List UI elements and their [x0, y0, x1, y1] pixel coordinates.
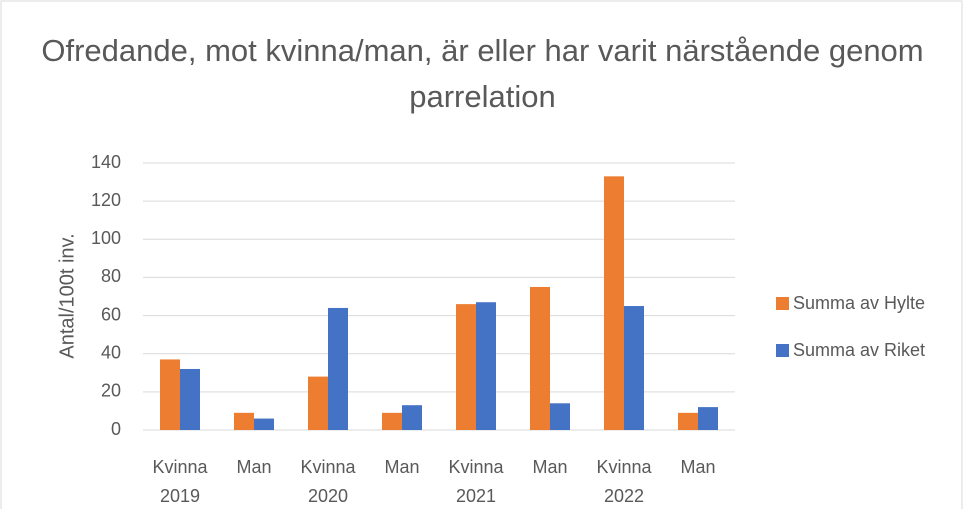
x-tick-label: Kvinna: [300, 457, 356, 477]
bar: [476, 302, 496, 430]
bar: [160, 359, 180, 430]
y-axis-label: Antal/100t inv.: [56, 233, 78, 358]
bar: [624, 306, 644, 430]
y-tick-label: 0: [111, 419, 121, 439]
chart-title: Ofredande, mot kvinna/man, är eller har …: [41, 33, 924, 114]
bar: [382, 412, 402, 430]
x-group-label: 2022: [604, 486, 644, 506]
x-tick-label: Man: [384, 457, 419, 477]
bar: [180, 368, 200, 430]
legend-swatch: [776, 344, 789, 357]
y-tick-label: 120: [91, 190, 121, 210]
bar: [530, 286, 550, 430]
bar: [234, 412, 254, 430]
bar: [402, 405, 422, 430]
legend-label: Summa av Hylte: [793, 293, 925, 313]
y-tick-label: 40: [101, 342, 121, 362]
x-tick-label: Kvinna: [596, 457, 652, 477]
bar: [328, 307, 348, 430]
y-tick-label: 80: [101, 266, 121, 286]
x-group-label: 2021: [456, 486, 496, 506]
x-group-label: 2019: [160, 486, 200, 506]
bar: [698, 407, 718, 430]
x-tick-label: Kvinna: [448, 457, 504, 477]
y-tick-label: 140: [91, 152, 121, 172]
bar: [254, 418, 274, 430]
y-tick-label: 100: [91, 228, 121, 248]
y-tick-label: 60: [101, 304, 121, 324]
x-tick-label: Man: [680, 457, 715, 477]
legend-label: Summa av Riket: [793, 340, 925, 360]
x-tick-label: Kvinna: [152, 457, 208, 477]
bar: [604, 176, 624, 430]
legend-swatch: [776, 297, 789, 310]
bar: [308, 376, 328, 430]
bar: [550, 403, 570, 430]
x-tick-label: Man: [532, 457, 567, 477]
bar: [678, 412, 698, 430]
y-tick-label: 20: [101, 381, 121, 401]
x-group-label: 2020: [308, 486, 348, 506]
x-tick-label: Man: [236, 457, 271, 477]
bar: [456, 304, 476, 430]
